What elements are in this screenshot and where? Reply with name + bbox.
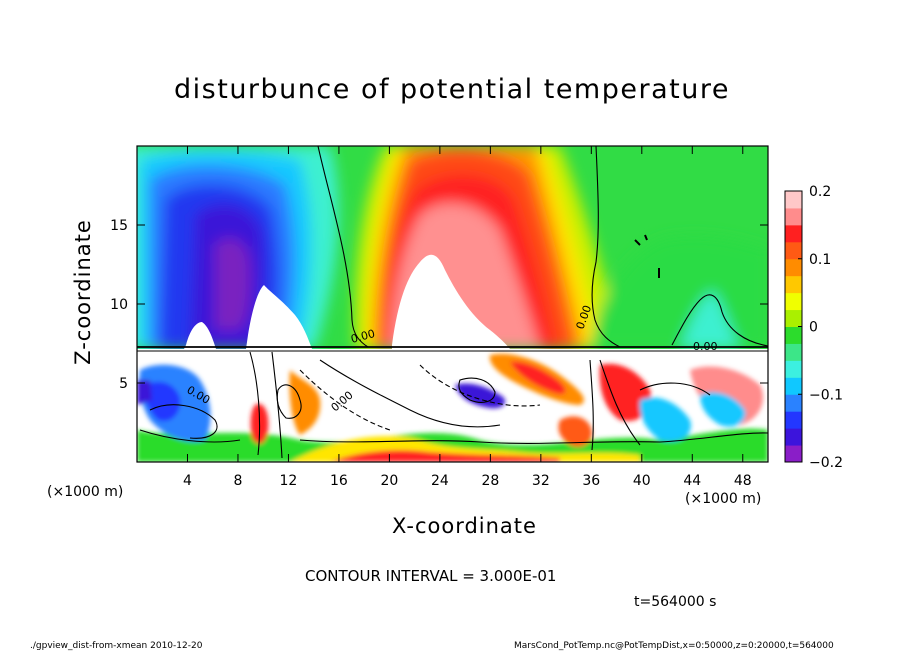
time-label: t=564000 s bbox=[634, 594, 717, 610]
contour-interval-note: CONTOUR INTERVAL = 3.000E-01 bbox=[305, 567, 557, 585]
contour-label: 0.00 bbox=[349, 327, 376, 346]
x-tick-label: 40 bbox=[633, 473, 651, 489]
x-axis-unit: (×1000 m) bbox=[685, 491, 762, 507]
colorbar-swatch bbox=[785, 343, 802, 361]
colorbar-swatch bbox=[785, 224, 802, 243]
colorbar-swatch bbox=[785, 394, 802, 412]
x-tick-label: 48 bbox=[734, 473, 752, 489]
colorbar-swatch bbox=[785, 191, 802, 209]
colorbar-swatch bbox=[785, 377, 802, 395]
colorbar-swatch bbox=[785, 292, 802, 311]
lower-field bbox=[137, 353, 768, 462]
colorbar: 0.2 0.1 0 −0.1 −0.2 bbox=[784, 184, 843, 471]
colorbar-tick-label: 0 bbox=[809, 320, 818, 336]
x-tick-label: 24 bbox=[431, 473, 449, 489]
chart-title: disturbunce of potential temperature bbox=[174, 74, 730, 105]
colorbar-swatch bbox=[785, 445, 802, 463]
x-tick-label: 44 bbox=[683, 473, 701, 489]
x-tick-label: 20 bbox=[380, 473, 398, 489]
colorbar-swatch bbox=[785, 207, 802, 226]
colorbar-swatch bbox=[785, 258, 802, 277]
colorbar-tick-label: −0.2 bbox=[809, 455, 843, 471]
x-tick-label: 12 bbox=[280, 473, 298, 489]
x-tick-label: 32 bbox=[532, 473, 550, 489]
upper-field bbox=[137, 146, 768, 349]
x-tick-label: 16 bbox=[330, 473, 348, 489]
colorbar-swatch bbox=[785, 428, 802, 446]
footer-data-source: MarsCond_PotTemp.nc@PotTempDist,x=0:5000… bbox=[514, 641, 834, 651]
x-axis-ticks: 4 8 12 16 20 24 28 32 36 40 44 48 bbox=[183, 146, 752, 489]
colorbar-swatch bbox=[785, 275, 802, 294]
footer-script-info: ./gpview_dist-from-xmean 2010-12-20 bbox=[30, 641, 203, 651]
colorbar-swatch bbox=[785, 360, 802, 378]
y-tick-label: 10 bbox=[110, 297, 128, 313]
contour-lines bbox=[137, 146, 768, 459]
y-tick-label: 15 bbox=[110, 218, 128, 234]
y-axis-unit: (×1000 m) bbox=[47, 484, 124, 500]
colorbar-tick-label: 0.2 bbox=[809, 184, 831, 200]
contour-label: 0.00 bbox=[693, 340, 718, 353]
plot-area bbox=[137, 146, 768, 462]
colorbar-swatch bbox=[785, 241, 802, 260]
x-tick-label: 8 bbox=[233, 473, 242, 489]
colorbar-swatch bbox=[785, 411, 802, 429]
colorbar-swatch bbox=[785, 326, 802, 344]
colorbar-tick-label: −0.1 bbox=[809, 387, 843, 403]
colorbar-tick-label: 0.1 bbox=[809, 252, 831, 268]
x-axis-label: X-coordinate bbox=[392, 514, 537, 538]
y-axis-ticks: 5 10 15 bbox=[110, 218, 768, 392]
y-tick-label: 5 bbox=[119, 376, 128, 392]
x-tick-label: 28 bbox=[481, 473, 499, 489]
x-tick-label: 4 bbox=[183, 473, 192, 489]
colorbar-swatch bbox=[785, 309, 802, 327]
x-tick-label: 36 bbox=[582, 473, 600, 489]
